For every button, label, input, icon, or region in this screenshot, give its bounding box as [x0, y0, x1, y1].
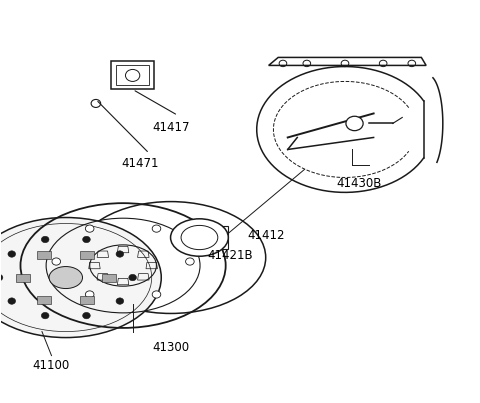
Text: 41417: 41417: [152, 121, 190, 134]
Circle shape: [8, 251, 15, 257]
Polygon shape: [80, 296, 95, 304]
Circle shape: [85, 291, 94, 298]
Circle shape: [41, 312, 49, 319]
Ellipse shape: [49, 266, 83, 289]
Ellipse shape: [170, 219, 228, 256]
Text: 41430B: 41430B: [336, 177, 382, 190]
Text: 41421B: 41421B: [208, 249, 253, 262]
Circle shape: [85, 225, 94, 232]
Circle shape: [346, 116, 363, 131]
Polygon shape: [102, 274, 116, 282]
Circle shape: [41, 236, 49, 243]
Circle shape: [8, 298, 15, 304]
Circle shape: [116, 251, 124, 257]
Circle shape: [83, 236, 90, 243]
Polygon shape: [37, 296, 51, 304]
Circle shape: [91, 100, 101, 108]
Polygon shape: [80, 251, 95, 259]
Circle shape: [52, 258, 60, 265]
Ellipse shape: [0, 218, 161, 338]
Circle shape: [0, 274, 3, 281]
Text: 41471: 41471: [121, 157, 158, 170]
Circle shape: [186, 258, 194, 265]
Circle shape: [83, 312, 90, 319]
Circle shape: [129, 274, 136, 281]
Circle shape: [116, 298, 124, 304]
Polygon shape: [16, 274, 30, 282]
Text: 41100: 41100: [33, 359, 70, 372]
Circle shape: [152, 225, 161, 232]
Circle shape: [152, 291, 161, 298]
Text: 41412: 41412: [248, 229, 285, 242]
Polygon shape: [37, 251, 51, 259]
Polygon shape: [199, 226, 228, 249]
Text: 41300: 41300: [152, 341, 190, 354]
